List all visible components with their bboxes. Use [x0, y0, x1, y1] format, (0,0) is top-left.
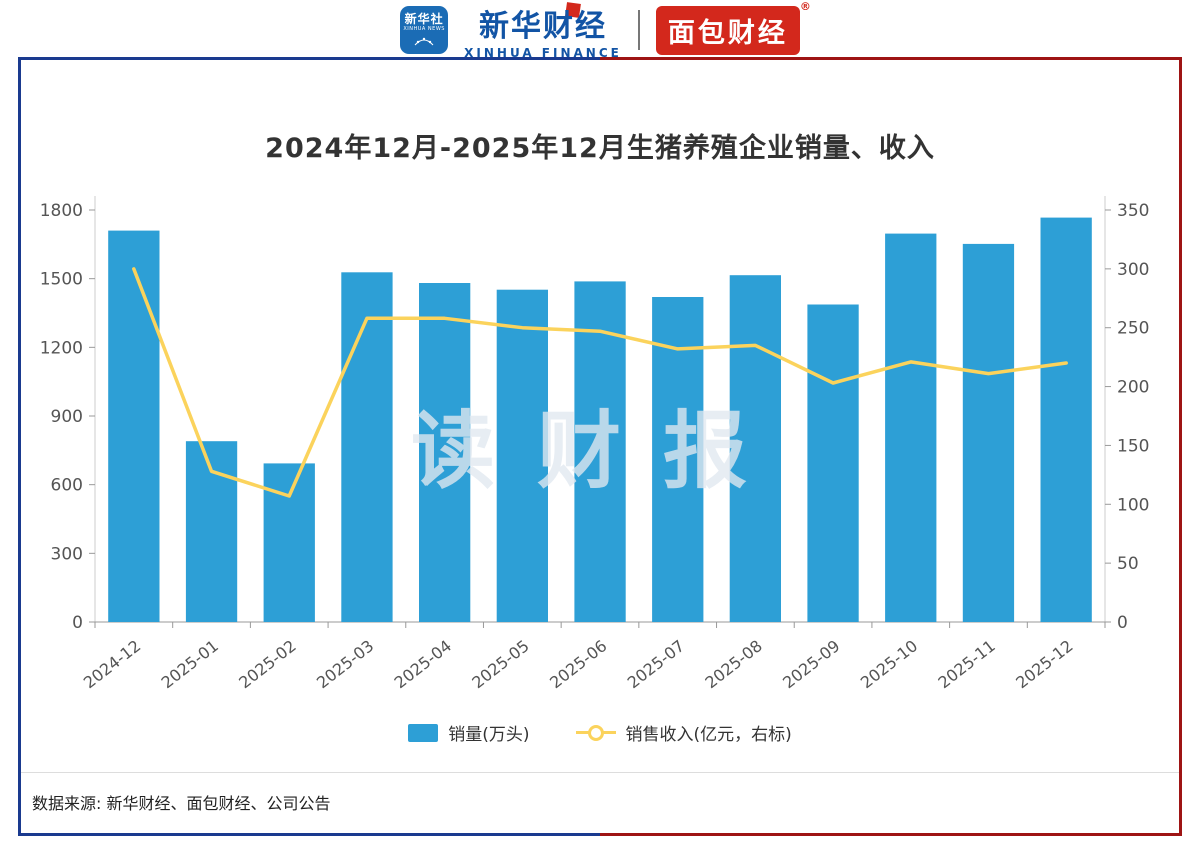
frame-bottom-border — [18, 833, 1182, 836]
legend-label-revenue: 销售收入(亿元，右标) — [625, 725, 792, 745]
x-axis-label: 2025-10 — [857, 636, 921, 692]
x-axis-label: 2025-02 — [235, 636, 299, 692]
bar-2025-05 — [496, 289, 548, 622]
registered-mark: ® — [799, 0, 814, 13]
header-divider — [637, 10, 640, 50]
footer-separator — [21, 772, 1179, 773]
x-axis-label: 2025-06 — [546, 636, 610, 692]
frame-right-border — [1179, 57, 1182, 836]
bar-2025-08 — [729, 275, 781, 622]
xinhua-news-logo: 新华社 XINHUA NEWS — [400, 6, 449, 54]
xinhua-finance-cn: 新华财经 — [479, 8, 607, 44]
legend-item-sales: 销量(万头) — [408, 720, 530, 745]
y-axis-left-label: 1800 — [40, 201, 83, 221]
bar-2025-11 — [962, 243, 1015, 622]
bar-2025-10 — [885, 233, 937, 622]
y-axis-right-label: 300 — [1117, 260, 1149, 280]
xinhua-news-en: XINHUA NEWS — [403, 26, 445, 33]
y-axis-right-label: 350 — [1117, 201, 1149, 221]
header: 新华社 XINHUA NEWS 新华财经 XINHUA FINANCE 面包财经… — [0, 0, 1200, 60]
xinhua-finance-logo: 新华财经 XINHUA FINANCE — [464, 1, 622, 60]
x-axis-label: 2024-12 — [80, 636, 144, 692]
bar-2025-02 — [263, 463, 315, 622]
y-axis-left-label: 900 — [51, 407, 83, 427]
y-axis-left-label: 0 — [72, 613, 83, 633]
x-axis-label: 2025-11 — [935, 636, 999, 692]
xinhua-news-cn: 新华社 — [404, 12, 444, 27]
y-axis-left-label: 300 — [51, 544, 83, 564]
bar-2024-12 — [108, 230, 160, 622]
bar-2025-06 — [574, 281, 626, 622]
x-axis-label: 2025-09 — [779, 636, 843, 692]
chart-svg: 0 300 600 900 1200 1500 1800 0 50 100 150 200 250 300… — [40, 196, 1149, 692]
bar-2025-07 — [652, 297, 704, 622]
chart-legend: 销量(万头) 销售收入(亿元，右标) — [0, 720, 1200, 745]
x-axis-label: 2025-05 — [468, 636, 532, 692]
x-axis-label: 2025-08 — [701, 636, 765, 692]
legend-swatch-sales — [408, 723, 439, 742]
legend-item-revenue: 销售收入(亿元，右标) — [575, 720, 792, 745]
y-axis-right-label: 100 — [1117, 495, 1149, 515]
bar-2025-09 — [807, 304, 859, 622]
legend-label-sales: 销量(万头) — [448, 725, 530, 745]
bar-2025-03 — [341, 272, 393, 622]
y-axis-left-label: 600 — [51, 476, 83, 496]
x-axis-label: 2025-04 — [391, 636, 455, 692]
x-axis-label: 2025-07 — [624, 636, 688, 692]
data-source: 数据来源: 新华财经、面包财经、公司公告 — [32, 794, 331, 813]
legend-line-marker — [575, 724, 616, 741]
y-axis-right-label: 0 — [1117, 613, 1128, 633]
revenue-line — [132, 267, 1068, 498]
bar-2025-12 — [1040, 217, 1092, 622]
x-axis-label: 2025-01 — [158, 636, 222, 692]
frame-left-border — [18, 57, 21, 836]
bar-2025-04 — [419, 283, 471, 622]
xinhua-finance-en: XINHUA FINANCE — [464, 45, 622, 60]
y-axis-right-label: 150 — [1117, 436, 1149, 456]
y-axis-right-label: 250 — [1117, 319, 1149, 339]
y-axis-left-label: 1500 — [40, 270, 83, 290]
chart-area: 0 300 600 900 1200 1500 1800 0 50 100 150 200 250 300… — [30, 170, 1170, 710]
y-axis-right-label: 200 — [1117, 378, 1149, 398]
y-axis-right-label: 50 — [1117, 554, 1139, 574]
globe-network-icon — [414, 37, 434, 46]
legend-circle-marker — [587, 724, 604, 741]
mianbao-finance-cn: 面包财经 — [667, 17, 788, 49]
x-axis-label: 2025-03 — [313, 636, 377, 692]
mianbao-finance-logo: 面包财经 ® — [655, 0, 811, 55]
frame-top-border — [18, 57, 1182, 60]
chart-title: 2024年12月-2025年12月生猪养殖企业销量、收入 — [265, 133, 935, 164]
x-axis-label: 2025-12 — [1012, 636, 1076, 692]
y-axis-left-label: 1200 — [40, 338, 83, 358]
